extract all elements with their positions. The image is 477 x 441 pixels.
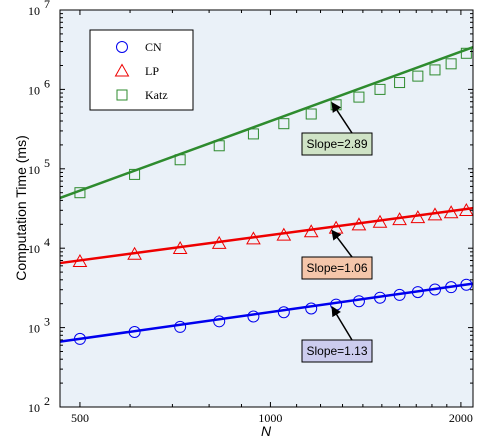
data-point-katz [174, 154, 186, 166]
data-point-cn [428, 283, 441, 296]
data-point-cn [128, 326, 141, 339]
y-axis-title: Computation Time (ms) [13, 135, 29, 280]
data-point-katz [353, 91, 365, 103]
data-point-lp [72, 253, 88, 267]
slope-label-cn: Slope=1.13 [306, 344, 367, 358]
legend-label-lp: LP [145, 64, 159, 78]
y-tick-label: 10 [28, 242, 40, 256]
y-tick-label: 10 [28, 83, 40, 97]
data-point-cn [305, 302, 318, 315]
data-point-cn [213, 315, 226, 328]
data-point-katz [460, 47, 472, 59]
data-point-lp [372, 214, 388, 228]
x-tick-label: 500 [71, 411, 89, 425]
data-markers [72, 47, 474, 345]
data-point-cn [352, 295, 365, 308]
data-point-katz [74, 187, 86, 199]
y-tick-label: 10 [28, 163, 40, 177]
data-point-katz [247, 128, 259, 140]
x-tick-label: 2000 [449, 411, 473, 425]
data-point-lp [443, 205, 459, 219]
data-point-cn [445, 281, 458, 294]
data-point-cn [174, 320, 187, 333]
y-axis: 10 2 10 3 10 4 10 5 10 6 10 7 [28, 0, 473, 415]
data-point-katz [445, 58, 457, 70]
slope-label-katz: Slope=2.89 [306, 137, 367, 151]
data-point-katz [278, 118, 290, 130]
data-point-katz [394, 77, 406, 89]
x-tick-label: 1000 [258, 411, 282, 425]
data-point-katz [129, 168, 141, 180]
data-point-cn [411, 286, 424, 299]
slope-arrow-cn [331, 306, 353, 341]
data-point-cn [277, 306, 290, 319]
y-tick-exponent: 7 [44, 0, 50, 11]
slope-label-lp: Slope=1.06 [306, 261, 367, 275]
slope-box-katz [301, 132, 373, 156]
legend-marker-cn [116, 41, 128, 53]
x-axis-title: N [261, 423, 272, 439]
slope-arrow-katz [331, 101, 353, 134]
y-tick-exponent: 4 [44, 235, 50, 249]
data-point-cn [73, 332, 86, 345]
y-tick-exponent: 2 [44, 394, 50, 408]
data-point-katz [429, 64, 441, 76]
legend-label-katz: Katz [145, 88, 168, 102]
y-tick-label: 10 [28, 401, 40, 415]
legend-marker-lp [114, 63, 130, 77]
data-point-lp [351, 217, 367, 231]
slope-annotations: Slope=2.89 Slope=1.06 Slope=1.13 [301, 101, 373, 363]
data-point-cn [460, 278, 473, 291]
fit-line-katz [59, 46, 474, 200]
legend-marker-katz [116, 89, 128, 101]
y-tick-exponent: 5 [44, 156, 50, 170]
y-tick-label: 10 [28, 322, 40, 336]
data-point-katz [305, 108, 317, 120]
data-point-lp [427, 207, 443, 221]
x-axis: 500 1000 2000 [71, 10, 473, 425]
fit-line-lp [59, 206, 474, 265]
plot-frame [59, 9, 474, 408]
data-point-lp [458, 203, 474, 217]
data-point-lp [410, 210, 426, 224]
data-point-cn [247, 310, 260, 323]
y-tick-label: 10 [28, 4, 40, 18]
data-point-lp [246, 231, 261, 245]
slope-box-cn [301, 339, 373, 363]
data-point-katz [412, 70, 424, 82]
data-point-katz [374, 83, 386, 95]
y-tick-exponent: 3 [44, 315, 50, 329]
legend: CN LP Katz [89, 29, 194, 111]
data-point-lp [303, 224, 319, 238]
slope-box-lp [301, 256, 373, 280]
legend-box [89, 29, 194, 111]
slope-arrow-lp [331, 229, 353, 258]
data-point-lp [211, 235, 227, 249]
data-point-lp [392, 212, 407, 226]
data-point-katz [213, 140, 225, 152]
legend-label-cn: CN [145, 40, 162, 54]
data-point-lp [127, 246, 142, 260]
data-point-cn [393, 288, 406, 301]
data-point-lp [276, 227, 292, 241]
data-point-lp [172, 241, 188, 255]
data-point-cn [374, 291, 387, 304]
y-tick-exponent: 6 [44, 76, 50, 90]
